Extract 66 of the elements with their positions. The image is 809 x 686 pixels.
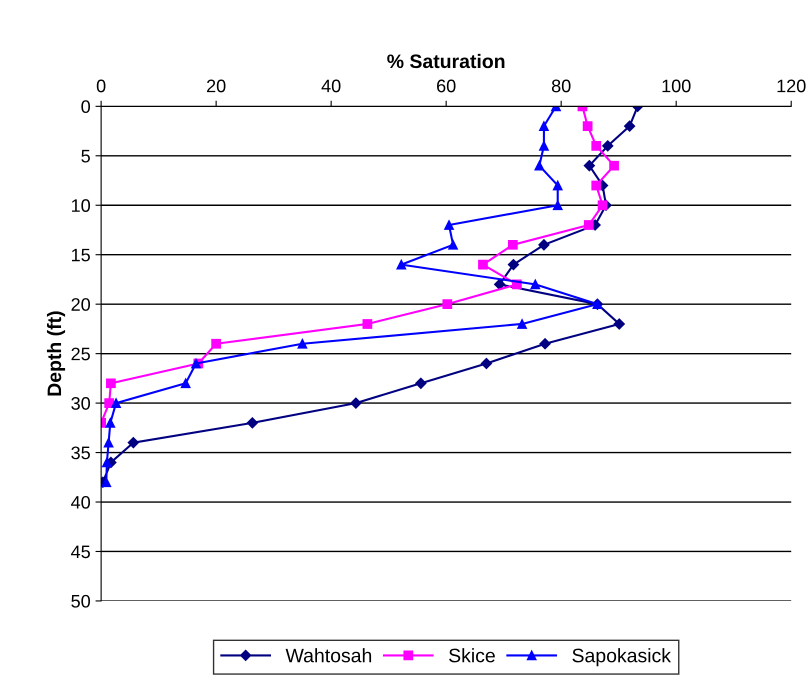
point	[442, 299, 452, 310]
point	[415, 378, 426, 389]
x-tick-label: 80	[552, 80, 571, 92]
legend-label: Sapokasick	[572, 648, 672, 666]
point	[584, 160, 595, 172]
point	[602, 140, 614, 152]
point	[517, 319, 527, 329]
legend-label: Wahtosah	[286, 648, 372, 662]
point	[102, 458, 112, 468]
y-tick-label: 5	[81, 150, 90, 163]
x-tick-label: 20	[207, 80, 226, 92]
point	[396, 260, 406, 270]
y-tick-label: 10	[72, 199, 90, 212]
y-tick-label: 25	[72, 348, 90, 360]
point	[298, 338, 308, 349]
point	[598, 200, 608, 210]
point	[591, 180, 602, 190]
point	[104, 398, 114, 408]
point	[538, 239, 550, 250]
y-tick-label: 0	[81, 100, 90, 114]
point	[128, 437, 139, 448]
y-axis-title: Depth (ft)	[46, 311, 66, 396]
point	[591, 141, 602, 151]
x-tick-label: 100	[662, 80, 691, 92]
point	[104, 438, 114, 448]
point	[539, 121, 549, 131]
point	[106, 378, 116, 388]
point	[448, 240, 458, 250]
x-tick-label: 60	[437, 80, 456, 92]
x-axis-title: % Saturation	[387, 54, 504, 68]
point	[624, 120, 636, 132]
y-tick-label: 30	[71, 397, 90, 410]
point	[105, 418, 116, 428]
point	[508, 240, 518, 250]
point	[350, 397, 362, 409]
point	[609, 160, 619, 171]
point	[111, 398, 121, 408]
y-tick-label: 20	[72, 298, 90, 311]
point	[539, 338, 551, 350]
point	[582, 121, 592, 131]
point	[444, 220, 454, 230]
y-tick-label: 50	[71, 594, 90, 608]
y-tick-label: 35	[71, 446, 90, 460]
legend-label: Skice	[449, 648, 495, 662]
point	[584, 220, 594, 230]
point	[480, 358, 492, 370]
point	[552, 180, 563, 190]
point	[494, 278, 506, 290]
x-tick-label: 120	[778, 80, 806, 92]
point	[552, 200, 563, 210]
x-tick-label: 40	[322, 80, 340, 92]
x-tick-label: 0	[96, 80, 106, 92]
point	[539, 141, 549, 151]
point	[508, 259, 520, 270]
point	[614, 318, 625, 330]
y-tick-label: 45	[71, 546, 90, 558]
point	[246, 417, 258, 428]
point	[180, 378, 191, 388]
point	[211, 338, 221, 349]
point	[534, 160, 544, 171]
point	[530, 280, 540, 290]
point	[478, 260, 488, 270]
point	[191, 358, 201, 368]
point	[362, 319, 372, 329]
y-tick-label: 40	[71, 496, 90, 509]
y-tick-label: 15	[72, 248, 90, 262]
